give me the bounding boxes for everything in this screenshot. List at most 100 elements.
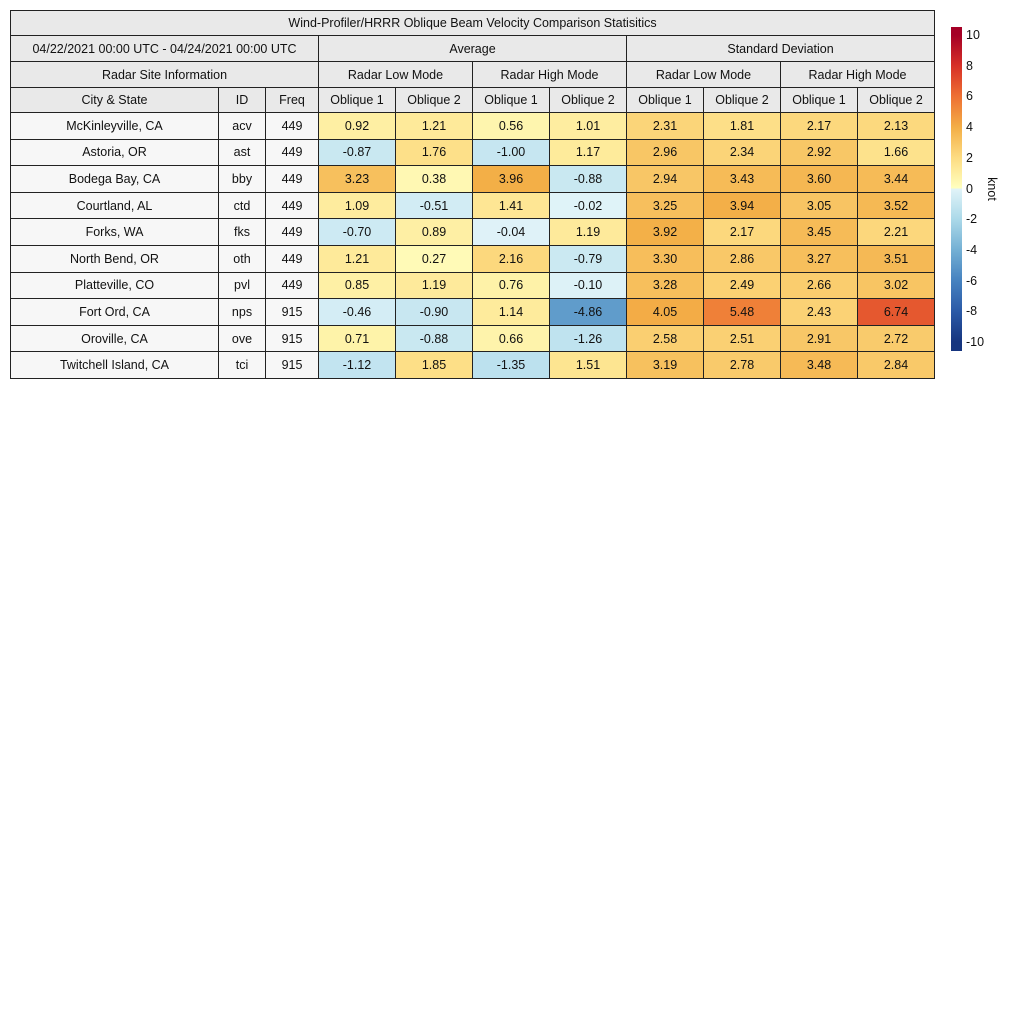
cell-freq: 449 — [265, 138, 319, 167]
cell-city: Astoria, OR — [10, 138, 219, 167]
cell-avg_high_oblique1: 0.76 — [472, 271, 550, 300]
cell-city: Forks, WA — [10, 218, 219, 246]
colorbar-tick-label: 2 — [966, 150, 973, 165]
cell-id: tci — [218, 351, 266, 379]
cell-std_high_oblique1: 2.92 — [780, 138, 858, 167]
cell-avg_high_oblique2: -0.10 — [549, 271, 627, 300]
site-info-header: Radar Site Information — [10, 61, 319, 88]
cell-std_high_oblique2: 3.52 — [856, 191, 936, 220]
cell-city: McKinleyville, CA — [10, 112, 219, 140]
col-header-std-high-oblique1: Oblique 1 — [780, 87, 858, 113]
cell-id: oth — [218, 244, 266, 273]
cell-avg_low_oblique2: 0.89 — [395, 218, 473, 246]
cell-std_high_oblique1: 2.17 — [780, 112, 858, 140]
std-low-mode-header: Radar Low Mode — [626, 61, 781, 88]
cell-std_high_oblique1: 3.45 — [780, 218, 858, 246]
cell-avg_low_oblique2: 0.38 — [395, 165, 473, 193]
group-header-std-dev: Standard Deviation — [625, 35, 936, 62]
table-row: McKinleyville, CA acv 449 0.92 1.21 0.56 1.01 2… — [10, 112, 936, 140]
cell-freq: 449 — [265, 165, 319, 193]
col-header-avg-low-oblique2: Oblique 2 — [395, 87, 473, 113]
cell-freq: 449 — [265, 244, 319, 273]
cell-std_low_oblique1: 2.31 — [626, 112, 704, 140]
cell-avg_low_oblique2: 1.85 — [395, 351, 473, 379]
colorbar-tick-label: -2 — [966, 211, 978, 226]
column-header-row: City & State ID Freq Oblique 1 Oblique 2… — [10, 87, 936, 113]
table-row: Fort Ord, CA nps 915 -0.46 -0.90 1.14 -4.86 4.0… — [10, 298, 936, 326]
cell-avg_low_oblique1: 0.92 — [318, 112, 396, 140]
cell-id: ove — [218, 324, 266, 353]
cell-std_low_oblique2: 2.17 — [703, 218, 781, 246]
cell-city: Oroville, CA — [10, 324, 219, 353]
cell-freq: 915 — [265, 298, 319, 326]
cell-std_low_oblique2: 2.86 — [703, 244, 781, 273]
cell-id: ctd — [218, 191, 266, 220]
colorbar-tick-label: -8 — [966, 303, 978, 318]
col-header-avg-low-oblique1: Oblique 1 — [318, 87, 396, 113]
cell-std_low_oblique1: 3.25 — [626, 191, 704, 220]
cell-avg_low_oblique1: -1.12 — [318, 351, 396, 379]
col-header-std-low-oblique2: Oblique 2 — [703, 87, 781, 113]
cell-city: Platteville, CO — [10, 271, 219, 300]
colorbar-tick-label: 10 — [966, 27, 980, 42]
cell-std_high_oblique2: 3.51 — [856, 244, 936, 273]
col-header-id: ID — [218, 87, 266, 113]
cell-freq: 449 — [265, 218, 319, 246]
cell-std_low_oblique1: 4.05 — [626, 298, 704, 326]
col-header-avg-high-oblique1: Oblique 1 — [472, 87, 550, 113]
colorbar-unit-label: knot — [985, 177, 999, 201]
group-header-average: Average — [318, 35, 627, 62]
cell-std_high_oblique2: 6.74 — [856, 298, 936, 326]
cell-std_high_oblique2: 3.44 — [856, 165, 936, 193]
cell-avg_low_oblique2: -0.51 — [395, 191, 473, 220]
avg-low-mode-header: Radar Low Mode — [318, 61, 473, 88]
cell-avg_high_oblique2: 1.51 — [549, 351, 627, 379]
col-header-std-low-oblique1: Oblique 1 — [626, 87, 704, 113]
colorbar-tick-label: -6 — [966, 273, 978, 288]
cell-std_high_oblique2: 2.84 — [856, 351, 936, 379]
cell-city: Twitchell Island, CA — [10, 351, 219, 379]
cell-std_high_oblique1: 2.66 — [780, 271, 858, 300]
table-row: Courtland, AL ctd 449 1.09 -0.51 1.41 -0.02 3.2… — [10, 191, 936, 220]
cell-avg_low_oblique2: -0.90 — [395, 298, 473, 326]
col-header-std-high-oblique2: Oblique 2 — [856, 87, 936, 113]
avg-high-mode-header: Radar High Mode — [472, 61, 627, 88]
cell-avg_high_oblique1: -0.04 — [472, 218, 550, 246]
cell-id: pvl — [218, 271, 266, 300]
std-high-mode-header: Radar High Mode — [779, 61, 936, 88]
cell-std_low_oblique1: 2.94 — [626, 165, 704, 193]
cell-avg_high_oblique1: 3.96 — [472, 165, 550, 193]
cell-std_low_oblique1: 3.28 — [626, 271, 704, 300]
cell-avg_low_oblique2: 1.21 — [395, 112, 473, 140]
cell-avg_high_oblique2: 1.19 — [549, 218, 627, 246]
cell-id: ast — [218, 138, 266, 167]
colorbar-gradient — [951, 27, 962, 351]
cell-std_high_oblique2: 2.72 — [856, 324, 936, 353]
cell-avg_low_oblique2: 1.76 — [395, 138, 473, 167]
cell-std_high_oblique1: 2.43 — [780, 298, 858, 326]
cell-std_high_oblique2: 2.13 — [856, 112, 936, 140]
table-body: McKinleyville, CA acv 449 0.92 1.21 0.56 1.01 2… — [10, 112, 936, 379]
cell-avg_low_oblique1: -0.46 — [318, 298, 396, 326]
colorbar-tick-label: -10 — [966, 334, 985, 349]
colorbar-tick-label: 6 — [966, 89, 973, 104]
cell-std_low_oblique2: 5.48 — [703, 298, 781, 326]
cell-avg_high_oblique2: -4.86 — [549, 298, 627, 326]
cell-freq: 449 — [265, 112, 319, 140]
cell-avg_low_oblique2: 1.19 — [395, 271, 473, 300]
cell-id: bby — [218, 165, 266, 193]
table-row: Platteville, CO pvl 449 0.85 1.19 0.76 -0.10 3.… — [10, 271, 936, 300]
cell-avg_high_oblique2: -1.26 — [549, 324, 627, 353]
cell-avg_high_oblique1: 0.66 — [472, 324, 550, 353]
statistics-figure: Wind-Profiler/HRRR Oblique Beam Velocity… — [9, 10, 936, 379]
cell-std_high_oblique1: 3.05 — [780, 191, 858, 220]
cell-avg_high_oblique1: 0.56 — [472, 112, 550, 140]
velocity-comparison-table: Wind-Profiler/HRRR Oblique Beam Velocity… — [9, 10, 936, 379]
cell-std_high_oblique1: 3.27 — [780, 244, 858, 273]
title-row: Wind-Profiler/HRRR Oblique Beam Velocity… — [9, 10, 936, 36]
cell-avg_high_oblique1: 1.14 — [472, 298, 550, 326]
cell-id: fks — [218, 218, 266, 246]
cell-avg_high_oblique1: -1.00 — [472, 138, 550, 167]
cell-std_low_oblique1: 3.19 — [626, 351, 704, 379]
colorbar-tick-label: 4 — [966, 119, 973, 134]
